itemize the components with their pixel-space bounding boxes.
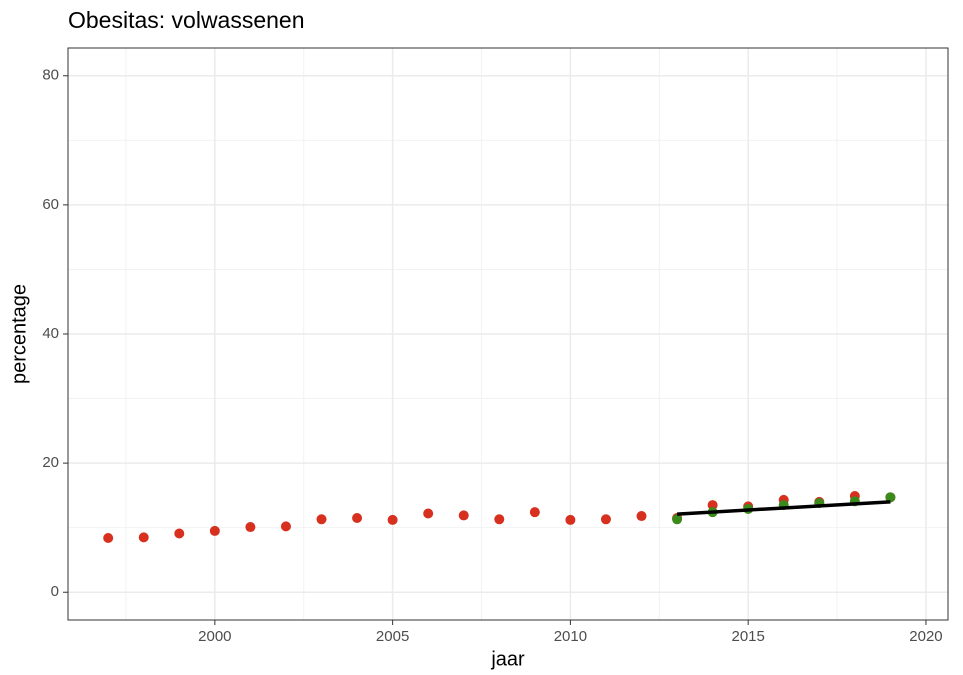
point: [352, 512, 363, 523]
point: [423, 508, 434, 519]
point: [565, 514, 576, 525]
point: [103, 533, 114, 544]
chart-title: Obesitas: volwassenen: [68, 7, 305, 33]
point: [885, 492, 896, 503]
x-tick-label: 2000: [198, 628, 231, 645]
point: [494, 514, 505, 525]
y-tick-label: 60: [42, 196, 59, 213]
y-tick-label: 0: [51, 583, 59, 600]
x-tick-label: 2020: [909, 628, 942, 645]
point: [209, 525, 220, 536]
point: [529, 507, 540, 518]
x-tick-label: 2015: [731, 628, 764, 645]
x-axis-label: jaar: [490, 648, 525, 670]
point: [138, 532, 149, 543]
point: [458, 510, 469, 521]
point: [387, 514, 398, 525]
plot-border: [67, 47, 949, 621]
y-tick-label: 40: [42, 325, 59, 342]
point: [245, 522, 256, 533]
point: [280, 521, 291, 532]
trend-line: [676, 500, 891, 516]
y-tick-label: 80: [42, 67, 59, 84]
point: [600, 514, 611, 525]
point: [316, 514, 327, 525]
x-tick-label: 2005: [376, 628, 409, 645]
x-tick-label: 2010: [554, 628, 587, 645]
y-axis-label: percentage: [8, 284, 30, 384]
point: [707, 500, 718, 511]
point: [174, 528, 185, 539]
point: [636, 511, 647, 522]
point: [672, 514, 683, 525]
y-tick-label: 20: [42, 454, 59, 471]
